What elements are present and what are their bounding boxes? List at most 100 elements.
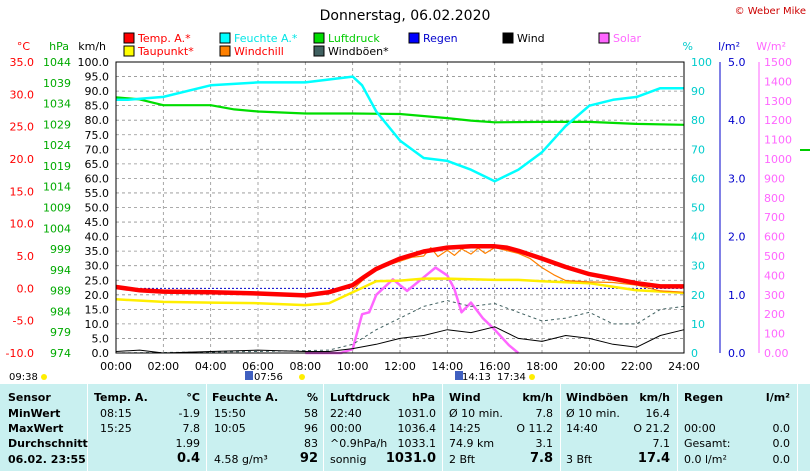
unit-percent: % [683,40,693,53]
gusts-value: 7.1 [652,437,671,450]
rain-value: 0.0 [772,437,791,450]
time-tick: 12:00 [384,360,416,373]
wind-tick: 25.0 [85,274,110,287]
pressure-tick: 984 [50,305,71,318]
header-pressure: Luftdruck [330,391,390,404]
temp-tick: 25.0 [10,121,35,134]
wind-tick: 80.0 [85,114,110,127]
pressure-tick: 974 [50,347,71,360]
temp-value: 0.4 [176,451,200,466]
legend-label-windchill: Windchill [234,45,284,58]
sun-markers: 09:38 07:56 14:13 17:34 [9,371,535,383]
humidity-tick: 10 [691,318,705,331]
wind-tick: 50.0 [85,202,110,215]
right-axes: 10090807060504030201005.04.03.02.01.00.0… [691,56,792,360]
series-gusts [115,300,685,354]
legend-label-rain: Regen [423,32,458,45]
pressure-tick: 1039 [43,77,71,90]
chart-title: Donnerstag, 06.02.2020 [320,8,491,24]
wind-tick: 75.0 [85,129,110,142]
solar-tick: 1200 [764,114,792,127]
pressure-tick: 989 [50,285,71,298]
temp-value: -1.9 [178,407,200,420]
copyright: © Weber Mike [735,6,806,17]
wind-tick: 100.0 [78,56,110,69]
plot-border [115,61,685,354]
header-humidity: Feuchte A. [212,391,279,404]
rain-desc: 0.0 l/m² [684,453,727,466]
wind-tick: 60.0 [85,172,110,185]
pressure-time: sonnig [330,453,367,466]
time-tick: 16:00 [479,360,511,373]
solar-tick: 700 [764,211,785,224]
legend-swatch-pressure [313,32,325,44]
wind-value: 3.1 [535,437,554,450]
wind-value: 7.8 [529,451,553,466]
time-tick: 22:00 [621,360,653,373]
column-divider [797,384,798,471]
right-edge-panel [798,40,810,384]
humidity-value: 96 [304,422,318,435]
legend-label-temp: Temp. A.* [137,32,191,45]
gusts-desc: 14:40 [566,422,598,435]
row-label: MaxWert [8,422,64,435]
wind-tick: 5.0 [92,332,110,345]
header-temp: Temp. A. [94,391,148,404]
time-tick: 08:00 [289,360,321,373]
solar-tick: 0.00 [764,347,789,360]
solar-tick: 800 [764,192,785,205]
legend-label-solar: Solar [613,32,642,45]
rain-tick: 2.0 [728,231,746,244]
left-axes: 35.030.025.020.015.010.05.00.0-5.0-10.01… [6,56,109,360]
series-wind [115,326,685,354]
rain-desc: 00:00 [684,422,716,435]
rain-tick: 4.0 [728,114,746,127]
wind-tick: 20.0 [85,289,110,302]
humidity-tick: 0 [691,347,698,360]
pressure-value: 1033.1 [397,437,437,450]
header-sensor: Sensor [8,391,51,404]
temp-tick: 30.0 [10,88,35,101]
wind-tick: 15.0 [85,303,110,316]
pressure-value: 1031.0 [385,451,436,466]
solar-tick: 1100 [764,134,792,147]
rain-tick: 0.0 [728,347,746,360]
humidity-value: 92 [299,451,318,466]
time-tick: 10:00 [337,360,369,373]
left-time-label: 09:38 [9,372,38,383]
gusts-value: O 21.2 [633,422,670,435]
humidity-tick: 50 [691,202,705,215]
column-divider [206,384,207,471]
temp-tick: 15.0 [10,185,35,198]
pressure-tick: 1024 [43,139,71,152]
gusts-desc: 3 Bft [566,453,593,466]
time-tick: 06:00 [242,360,274,373]
pressure-value: 1031.0 [397,407,437,420]
legend: Temp. A.* Taupunkt* Feuchte A.* Windchil… [123,32,642,58]
legend-swatch-gusts [313,45,325,57]
noon-icon [455,371,463,380]
pressure-time: 00:00 [330,422,362,435]
temp-time: 15:25 [100,422,132,435]
wind-tick: 40.0 [85,231,110,244]
time-tick: 18:00 [526,360,558,373]
time-tick: 04:00 [195,360,227,373]
row-label: Durchschnitt [8,437,88,450]
pressure-time: ^0.9hPa/h [330,437,388,450]
header-pressure-unit: hPa [411,391,435,404]
solar-tick: 200 [764,308,785,321]
header-gusts: Windböen [566,391,629,404]
gusts-value: 17.4 [637,451,670,466]
sunrise-sun-icon [299,374,305,380]
time-tick: 14:00 [431,360,463,373]
pressure-tick: 979 [50,326,71,339]
pressure-tick: 1034 [43,98,71,111]
pressure-tick: 1044 [43,56,71,69]
wind-tick: 0.0 [92,347,110,360]
solar-tick: 400 [764,269,785,282]
left-sun-icon [41,374,47,380]
solar-tick: 500 [764,250,785,263]
humidity-tick: 40 [691,231,705,244]
pressure-tick: 999 [50,243,71,256]
legend-swatch-windchill [219,45,231,57]
